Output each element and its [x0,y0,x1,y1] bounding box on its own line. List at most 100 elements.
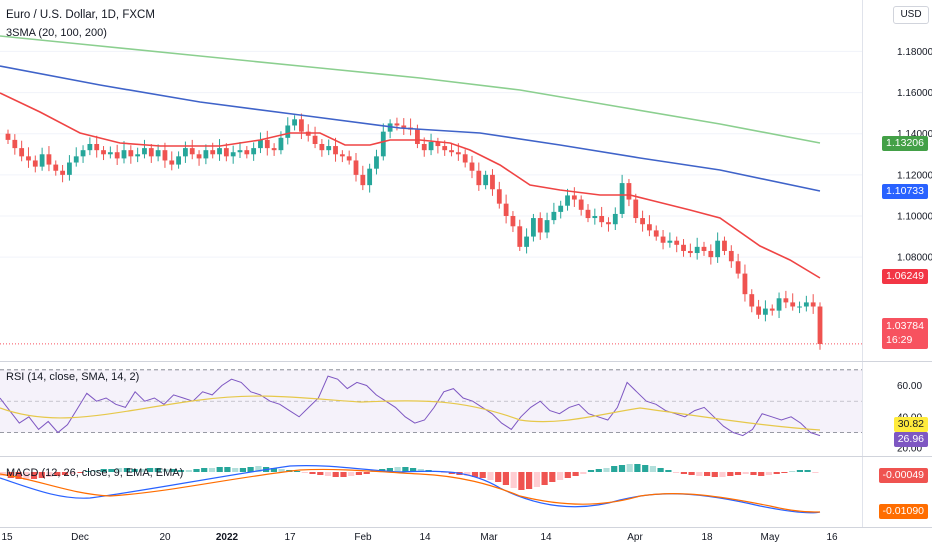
macd-histogram-bar [758,472,765,476]
candle-body [128,150,134,157]
candle-body [251,148,257,155]
candle-body [374,156,379,169]
candle-body [640,218,645,225]
candle-body [681,244,686,251]
macd-histogram-bar [363,472,370,474]
candle-body [715,240,721,258]
candle-body [667,240,673,243]
candle-body [626,183,632,200]
macd-histogram-bar [410,468,417,472]
candle-body [312,135,318,144]
macd-histogram-bar [487,472,494,480]
candle-body [783,298,789,303]
candle-body [749,294,755,307]
candle-body [217,148,222,155]
candle-body [551,211,557,221]
macd-histogram-bar [789,471,796,472]
candle-body [817,306,823,344]
candle-body [60,170,65,175]
macd-histogram-bar [61,472,69,475]
candle-body [585,209,591,219]
macd-histogram-bar [711,472,718,477]
macd-histogram-bar [324,472,332,476]
macd-histogram-bar [278,469,285,472]
candle-body [462,154,468,163]
candle-body [319,144,325,151]
candle-body [135,154,141,157]
candle-body [524,236,529,247]
macd-histogram-bar [100,469,107,472]
rsi-line [0,375,821,437]
macd-histogram-bar [704,472,711,476]
macd-indicator-label[interactable]: MACD (12, 26, close, 9, EMA, EMA) [6,467,184,479]
macd-histogram-bar [495,472,502,482]
time-axis-label: 15 [1,532,13,543]
candle-body [244,150,250,155]
macd-histogram-bar [154,468,161,472]
candle-body [503,203,509,216]
candle-body [80,150,86,157]
macd-histogram-bar [479,472,486,478]
symbol-title[interactable]: Euro / U.S. Dollar, 1D, FXCM [6,9,155,21]
candle-body [653,230,659,237]
price-tick-label: 1.12000 [897,170,932,181]
candle-body [26,156,31,161]
price-tick-label: 1.10000 [897,212,932,223]
last-price-badge: 1.03784 16:29 [882,318,928,349]
candle-body [599,216,605,223]
candle-countdown: 16:29 [886,334,913,346]
candle-body [619,183,625,214]
candle-body [660,236,666,243]
time-axis-label: Dec [71,532,89,543]
rsi-tick-label: 60.00 [897,381,922,392]
last-price-value: 1.03784 [886,320,924,332]
macd-histogram-bar [394,467,401,472]
candle-body [162,150,168,161]
candle-body [421,144,427,151]
candle-body [612,213,618,225]
candle-body [278,137,284,151]
candle-body [510,216,516,227]
macd-histogram-bar [216,467,223,472]
macd-histogram-bar [23,472,30,480]
macd-histogram-bar [564,472,571,478]
candle-body [67,162,72,175]
macd-histogram-bar [765,472,772,475]
macd-histogram-bar [626,464,633,472]
candle-body [387,123,393,132]
macd-histogram-bar [526,472,533,489]
macd-histogram-bar [332,472,339,477]
price-tick-label: 1.08000 [897,253,932,264]
macd-histogram-bar [239,468,246,472]
macd-histogram-bar [734,472,742,475]
macd-histogram-bar [348,472,355,476]
sma20-line [0,92,821,279]
macd-histogram-bar [247,467,254,472]
candle-body [687,250,693,254]
rsi-indicator-label[interactable]: RSI (14, close, SMA, 14, 2) [6,371,140,383]
macd-histogram-bar [15,472,22,479]
candle-body [142,148,147,155]
candle-body [769,308,775,311]
macd-histogram-bar [77,472,84,473]
candle-body [394,123,400,126]
currency-selector[interactable]: USD [893,6,929,24]
time-axis-label: Apr [627,532,643,543]
candle-body [490,174,495,190]
candle-body [810,302,816,307]
candle-body [299,119,304,132]
candle-body [346,156,352,161]
macd-histogram-bar [611,466,618,472]
macd-histogram-bar [673,472,680,473]
macd-histogram-bar [69,472,76,474]
candle-body [674,240,680,245]
candle-body [183,148,188,157]
candle-body [728,250,734,262]
macd-histogram-bar [719,472,726,477]
candle-body [258,139,263,149]
time-axis-label: 14 [419,532,431,543]
candle-body [101,150,106,155]
sma-indicator-label[interactable]: 3SMA (20, 100, 200) [6,27,107,39]
candle-body [544,220,550,233]
